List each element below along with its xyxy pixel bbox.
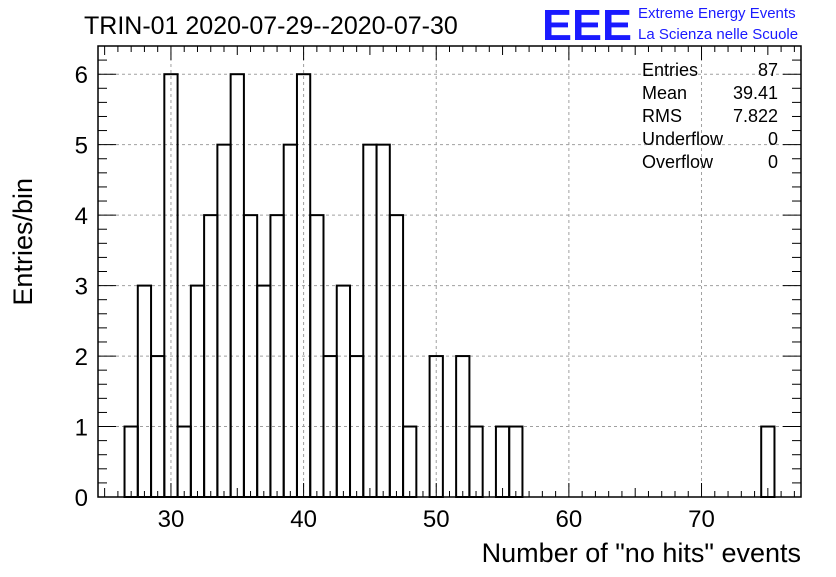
y-axis-label: Entries/bin: [8, 178, 38, 306]
x-tick-label: 30: [158, 506, 185, 533]
histogram-bin: [760, 425, 776, 498]
stats-label-rms: RMS: [642, 106, 682, 126]
x-tick-label: 60: [556, 506, 583, 533]
histogram-bin: [136, 284, 153, 498]
stats-label-entries: Entries: [642, 60, 698, 80]
histogram-bin: [402, 425, 418, 498]
histogram-bin: [256, 284, 272, 498]
histogram-bin: [388, 214, 405, 498]
histogram-bin: [494, 425, 511, 498]
stats-value-rms: 7.822: [733, 106, 778, 126]
stats-label-underflow: Underflow: [642, 129, 724, 149]
x-tick-label: 40: [290, 506, 317, 533]
stats-label-mean: Mean: [642, 83, 687, 103]
histogram-bin: [375, 143, 391, 498]
histogram-bin: [508, 425, 524, 498]
stats-label-overflow: Overflow: [642, 152, 714, 172]
stats-value-mean: 39.41: [733, 83, 778, 103]
y-tick-label: 5: [75, 133, 88, 160]
chart-title: TRIN-01 2020-07-29--2020-07-30: [84, 12, 458, 40]
y-tick-label: 6: [75, 62, 88, 89]
histogram-bin: [123, 425, 139, 498]
y-tick-label: 4: [75, 203, 88, 230]
logo-line-2: La Scienza nelle Scuole: [638, 26, 798, 43]
stats-value-entries: 87: [758, 60, 778, 80]
y-tick-label: 1: [75, 415, 88, 442]
y-axis-ticks: 0 1 2 3 4 5 6: [75, 45, 801, 512]
histogram-bin: [216, 143, 232, 498]
y-tick-label: 2: [75, 344, 88, 371]
stats-value-overflow: 0: [768, 152, 778, 172]
y-tick-label: 3: [75, 274, 88, 301]
x-axis-ticks: 30 40 50 60 70: [104, 46, 795, 533]
histogram-bin: [468, 425, 484, 498]
stats-value-underflow: 0: [768, 129, 778, 149]
x-tick-label: 50: [423, 506, 450, 533]
histogram-bin: [189, 284, 206, 498]
eee-logo: EEE: [542, 1, 632, 50]
y-tick-label: 0: [75, 485, 88, 512]
logo-line-1: Extreme Energy Events: [638, 5, 796, 22]
stats-box: Entries 87 Mean 39.41 RMS 7.822 Underflo…: [642, 60, 778, 172]
histogram-bin: [335, 284, 352, 498]
x-tick-label: 70: [688, 506, 715, 533]
x-axis-label: Number of "no hits" events: [482, 538, 801, 568]
histogram-bin: [362, 143, 378, 498]
histogram-bin: [176, 425, 192, 498]
histogram-bin: [282, 143, 298, 498]
